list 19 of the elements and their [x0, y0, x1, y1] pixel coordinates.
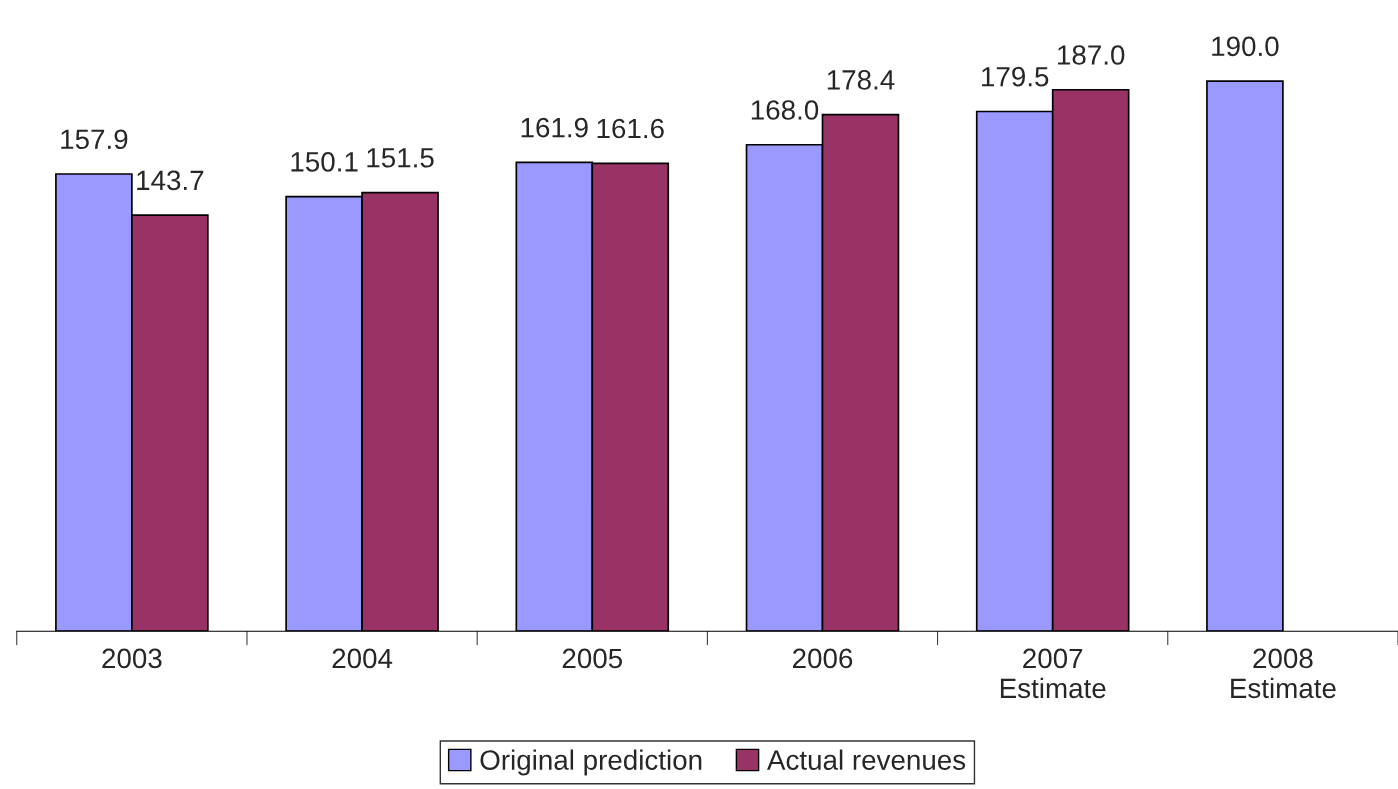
x-tick-label: 2006 [792, 648, 853, 669]
data-label: 150.1 [291, 151, 358, 172]
data-label: 179.5 [982, 66, 1049, 87]
x-tick-label: 2007 Estimate [1000, 648, 1106, 699]
data-label: 187.0 [1058, 45, 1125, 65]
x-tick-label: 2005 [562, 648, 623, 669]
data-label: 151.5 [367, 148, 434, 168]
data-label: 157.9 [61, 129, 128, 150]
x-tick-label: 2003 [102, 648, 162, 669]
data-label: 143.7 [137, 170, 204, 191]
legend-label: Actual revenues [767, 749, 966, 770]
x-tick-label: 2008 Estimate [1231, 648, 1336, 699]
legend-label: Original prediction [480, 749, 702, 776]
data-label: 161.9 [521, 117, 588, 138]
data-label: 161.6 [597, 118, 664, 139]
x-tick-label: 2004 [332, 648, 393, 669]
data-label: 190.0 [1212, 36, 1279, 57]
data-label: 168.0 [751, 100, 819, 120]
data-label: 178.4 [827, 70, 895, 90]
